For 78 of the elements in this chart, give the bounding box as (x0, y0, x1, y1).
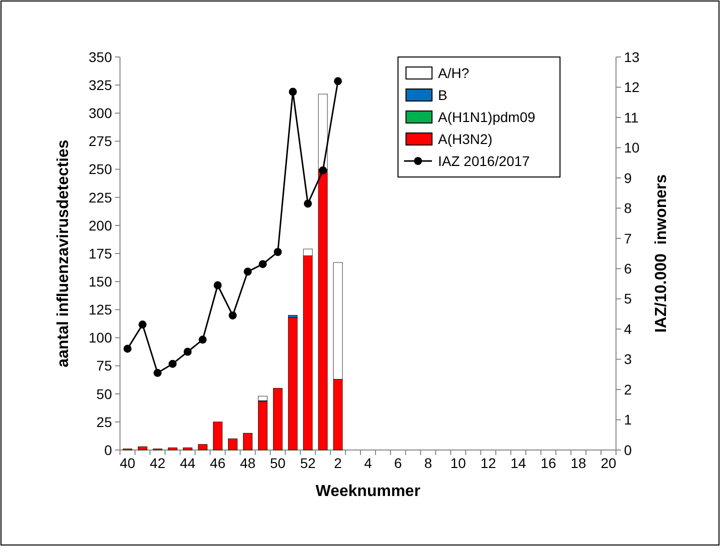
point (214, 281, 222, 290)
y2-tick-label: 10 (624, 140, 640, 156)
y-tick-label: 300 (88, 105, 112, 122)
point (228, 311, 237, 320)
y-tick-label: 125 (88, 302, 112, 318)
point (334, 77, 342, 86)
y-tick-label: 25 (96, 414, 112, 430)
y2-axis-title: IAZ/10.000 inwoners (653, 174, 670, 333)
bar (182, 448, 192, 450)
x-tick-label: 8 (424, 455, 432, 471)
point (288, 88, 297, 96)
x-tick-label: 46 (210, 455, 226, 471)
x-tick-label: 20 (600, 455, 616, 471)
x-tick-label: 12 (480, 455, 496, 471)
legend-label: A(H3N2) (438, 130, 492, 147)
bar (198, 444, 208, 450)
x-tick-label: 6 (394, 455, 402, 471)
bar (228, 438, 238, 450)
x-tick-label: 50 (270, 455, 286, 471)
legend-label: B (438, 86, 448, 103)
x-axis-title: Weeknummer (316, 483, 420, 500)
point (258, 260, 267, 268)
x-tick-label: 40 (120, 455, 136, 471)
y-tick-label: 50 (96, 386, 112, 402)
y2-tick-label: 12 (624, 79, 640, 96)
y-tick-label: 75 (96, 358, 112, 374)
bar (273, 388, 283, 450)
bar (212, 422, 222, 450)
bar (243, 432, 252, 450)
y-tick-label: 175 (88, 245, 112, 262)
x-tick-label: 48 (240, 455, 256, 471)
x-tick-label: 16 (540, 455, 556, 471)
y2-tick-label: 2 (624, 381, 632, 398)
y-tick-label: 225 (88, 189, 112, 206)
y2-tick-label: 4 (624, 320, 632, 337)
y2-tick-label: 7 (624, 230, 632, 246)
x-tick-label: 10 (450, 455, 466, 471)
y2-tick-label: 6 (624, 260, 632, 277)
y-tick-label: 100 (88, 330, 112, 346)
y-tick-label: 150 (88, 273, 112, 290)
point (154, 368, 162, 377)
point (244, 268, 252, 276)
y2-tick-label: 11 (624, 109, 639, 126)
x-tick-label: 18 (570, 455, 586, 471)
legend-label: IAZ 2016/2017 (438, 152, 530, 169)
legend-label: A/H? (438, 64, 470, 81)
point (318, 166, 327, 174)
y-tick-label: 350 (88, 48, 112, 65)
y-tick-label: 250 (88, 161, 112, 178)
x-tick-label: 52 (300, 455, 316, 471)
x-tick-label: 44 (180, 455, 196, 471)
point (304, 200, 312, 208)
bar (138, 446, 148, 450)
y2-tick-label: 13 (624, 48, 640, 65)
x-tick-label: 42 (150, 455, 166, 471)
bar (288, 317, 298, 450)
point (168, 360, 177, 368)
y-axis-title: aantal influenzavirusdetecties (55, 140, 72, 368)
point (124, 344, 132, 353)
y-tick-label: 275 (88, 133, 112, 150)
y2-tick-label: 1 (624, 412, 632, 428)
x-tick-label: 2 (334, 455, 342, 471)
bar (168, 448, 178, 450)
point (198, 336, 207, 344)
point (274, 248, 282, 256)
point (184, 348, 192, 356)
y-tick-label: 0 (104, 442, 112, 458)
legend-label: A(H1N1)pdm09 (438, 108, 536, 125)
y-tick-label: 325 (88, 76, 112, 93)
y2-tick-label: 8 (624, 200, 632, 216)
y2-tick-label: 3 (624, 351, 632, 368)
y2-tick-label: 9 (624, 170, 632, 186)
x-tick-label: 4 (364, 455, 372, 471)
point (138, 320, 147, 329)
y-tick-label: 200 (88, 217, 112, 234)
y2-tick-label: 0 (624, 442, 632, 458)
x-tick-label: 14 (510, 455, 526, 471)
y2-tick-label: 5 (624, 290, 632, 307)
